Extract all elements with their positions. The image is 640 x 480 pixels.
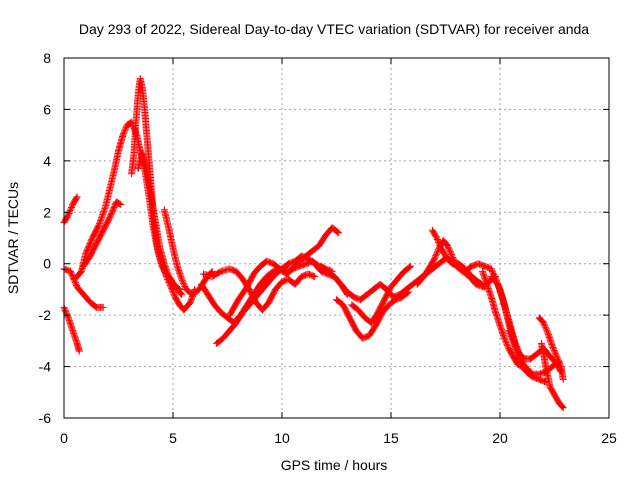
plot-frame	[63, 57, 610, 419]
data-point-markers	[160, 206, 216, 299]
y-tick-label: -4	[39, 359, 52, 375]
x-tick-label: 20	[492, 430, 508, 446]
data-point-markers	[479, 267, 532, 373]
data-point-markers	[537, 339, 567, 412]
data-point-markers	[80, 198, 125, 270]
y-tick-label: 0	[43, 256, 51, 272]
series-track-8	[160, 206, 216, 299]
series-track-7	[134, 149, 183, 293]
y-tick-label: -2	[39, 307, 52, 323]
axis-ticks: 0 5 10 15 20 25 -6 -4 -2 0 2 4 6 8	[39, 50, 617, 446]
data-point-markers	[333, 288, 412, 342]
y-tick-label: 8	[43, 50, 51, 66]
chart-title: Day 293 of 2022, Sidereal Day-to-day VTE…	[79, 21, 589, 37]
x-tick-label: 5	[169, 430, 177, 446]
series-track-20	[537, 339, 567, 412]
y-tick-label: -6	[39, 410, 52, 426]
series-track-18	[479, 267, 532, 373]
series-track-21	[535, 314, 567, 383]
x-tick-label: 0	[60, 430, 68, 446]
data-point-markers	[348, 262, 415, 327]
series-track-6	[128, 75, 199, 314]
data-point-markers	[535, 314, 567, 383]
x-tick-label: 25	[601, 430, 617, 446]
x-tick-label: 15	[383, 430, 399, 446]
y-tick-label: 6	[43, 101, 51, 117]
series-track-13	[333, 288, 412, 342]
data-point-markers	[134, 149, 183, 293]
y-tick-label: 2	[43, 204, 51, 220]
data-point-markers	[505, 327, 550, 386]
series-track-5	[80, 198, 125, 270]
x-axis-label: GPS time / hours	[281, 457, 388, 473]
data-points	[60, 75, 567, 412]
x-tick-label: 10	[274, 430, 290, 446]
series-track-22	[505, 327, 550, 386]
series-track-15	[348, 262, 415, 327]
y-tick-label: 4	[43, 153, 51, 169]
data-point-markers	[128, 75, 199, 314]
y-axis-label: SDTVAR / TECUs	[5, 182, 21, 294]
